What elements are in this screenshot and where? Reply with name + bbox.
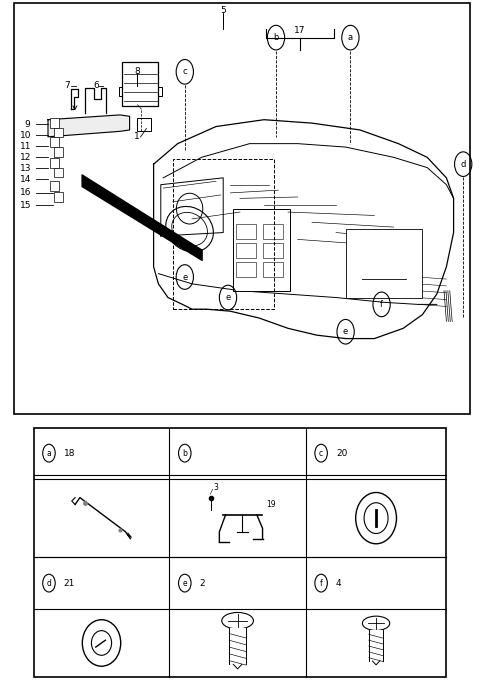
- FancyBboxPatch shape: [50, 137, 59, 147]
- Text: 20: 20: [336, 449, 348, 458]
- FancyBboxPatch shape: [54, 128, 63, 137]
- Text: 6: 6: [93, 81, 99, 90]
- FancyBboxPatch shape: [54, 168, 63, 177]
- FancyBboxPatch shape: [263, 224, 283, 239]
- Text: e: e: [182, 579, 187, 588]
- Text: 15: 15: [20, 200, 31, 210]
- Text: 1: 1: [134, 132, 140, 142]
- FancyBboxPatch shape: [50, 118, 59, 128]
- FancyBboxPatch shape: [50, 181, 59, 191]
- Text: 3: 3: [214, 483, 218, 492]
- FancyBboxPatch shape: [369, 630, 384, 661]
- Text: 7: 7: [64, 81, 70, 90]
- Text: b: b: [273, 33, 279, 42]
- Ellipse shape: [362, 616, 390, 631]
- Text: 18: 18: [64, 449, 75, 458]
- Text: e: e: [343, 327, 348, 337]
- FancyBboxPatch shape: [122, 62, 158, 106]
- Text: 17: 17: [294, 26, 306, 36]
- FancyBboxPatch shape: [54, 147, 63, 157]
- Text: e: e: [182, 272, 187, 282]
- Text: 13: 13: [20, 163, 31, 173]
- FancyBboxPatch shape: [346, 229, 422, 298]
- Text: d: d: [47, 579, 51, 588]
- Text: c: c: [319, 449, 323, 458]
- FancyBboxPatch shape: [263, 243, 283, 258]
- FancyBboxPatch shape: [50, 158, 59, 168]
- Polygon shape: [48, 115, 130, 137]
- FancyBboxPatch shape: [54, 192, 63, 202]
- FancyBboxPatch shape: [236, 243, 256, 258]
- FancyBboxPatch shape: [236, 224, 256, 239]
- FancyBboxPatch shape: [14, 3, 470, 414]
- Text: a: a: [348, 33, 353, 42]
- FancyBboxPatch shape: [233, 209, 290, 291]
- Text: 12: 12: [20, 153, 31, 162]
- Text: 10: 10: [20, 131, 31, 140]
- Text: c: c: [182, 67, 187, 77]
- Text: 11: 11: [20, 142, 31, 151]
- Text: f: f: [320, 579, 323, 588]
- Text: d: d: [460, 159, 466, 169]
- Text: a: a: [47, 449, 51, 458]
- FancyBboxPatch shape: [263, 262, 283, 277]
- Text: f: f: [380, 300, 383, 309]
- Text: 16: 16: [20, 188, 31, 198]
- Text: 9: 9: [24, 120, 30, 129]
- FancyBboxPatch shape: [137, 118, 151, 131]
- Text: e: e: [226, 293, 230, 302]
- FancyBboxPatch shape: [34, 428, 446, 677]
- Text: 2: 2: [200, 579, 205, 588]
- FancyBboxPatch shape: [236, 262, 256, 277]
- Text: 14: 14: [20, 174, 31, 184]
- Text: 8: 8: [134, 67, 140, 77]
- Text: 5: 5: [220, 5, 226, 15]
- Text: 21: 21: [64, 579, 75, 588]
- Text: b: b: [182, 449, 187, 458]
- Text: 4: 4: [336, 579, 342, 588]
- Ellipse shape: [222, 612, 253, 629]
- FancyBboxPatch shape: [229, 628, 246, 664]
- Text: 19: 19: [266, 500, 276, 509]
